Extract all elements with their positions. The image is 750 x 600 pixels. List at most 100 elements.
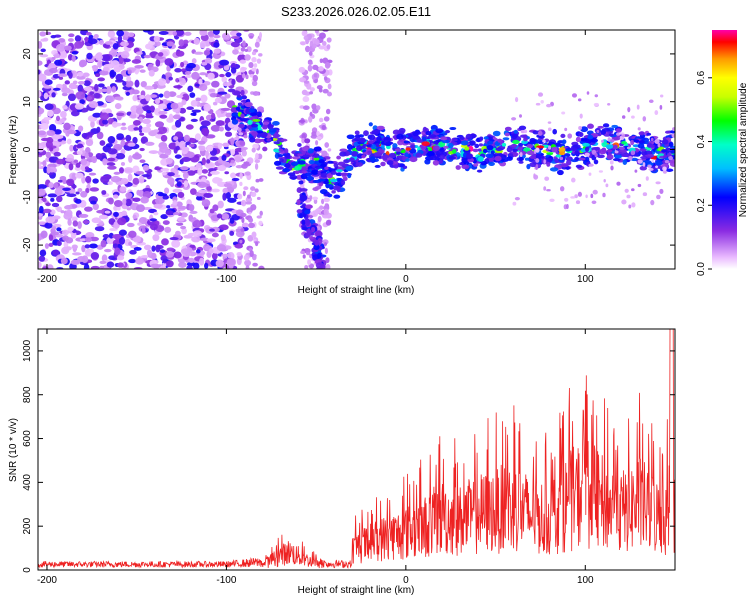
heatmap-cell bbox=[162, 195, 169, 200]
heatmap-cell bbox=[590, 138, 599, 143]
heatmap-cell bbox=[99, 265, 105, 269]
heatmap-cell bbox=[575, 137, 582, 142]
heatmap-cell bbox=[84, 244, 91, 249]
heatmap-cell bbox=[563, 153, 571, 157]
heatmap-cell bbox=[636, 104, 640, 110]
heatmap-cell bbox=[618, 149, 627, 153]
heatmap-cell bbox=[174, 154, 182, 159]
heatmap-cell bbox=[278, 148, 284, 152]
heatmap-cell bbox=[327, 148, 332, 152]
heatmap-cell bbox=[559, 186, 565, 192]
heatmap-cell bbox=[144, 141, 155, 146]
heatmap-cell bbox=[304, 91, 311, 96]
heatmap-cell bbox=[315, 230, 323, 238]
heatmap-cell bbox=[166, 41, 175, 47]
heatmap-cell bbox=[252, 118, 261, 122]
heatmap-cell bbox=[648, 99, 654, 104]
y-tick-label: 200 bbox=[22, 517, 33, 534]
heatmap-cell bbox=[529, 138, 537, 143]
heatmap-cell bbox=[305, 231, 311, 238]
heatmap-cell bbox=[236, 252, 242, 257]
heatmap-cell bbox=[605, 144, 614, 149]
heatmap-cell bbox=[221, 213, 230, 220]
heatmap-cell bbox=[165, 210, 174, 216]
heatmap-cell bbox=[127, 124, 136, 132]
heatmap-cell bbox=[153, 35, 160, 43]
heatmap-cell bbox=[178, 205, 188, 210]
heatmap-cell bbox=[140, 196, 149, 204]
heatmap-cell bbox=[511, 133, 518, 140]
heatmap-cell bbox=[650, 137, 654, 142]
heatmap-cell bbox=[132, 197, 141, 202]
heatmap-cell bbox=[42, 208, 52, 214]
heatmap-cell bbox=[239, 172, 243, 179]
heatmap-cell bbox=[323, 76, 328, 81]
heatmap-cell bbox=[422, 136, 427, 142]
heatmap-cell bbox=[74, 35, 82, 42]
heatmap-cell bbox=[262, 124, 268, 130]
heatmap-cell bbox=[89, 243, 98, 249]
heatmap-cell bbox=[45, 216, 56, 224]
heatmap-cell bbox=[146, 110, 152, 114]
heatmap-cell bbox=[187, 85, 194, 93]
heatmap-cell bbox=[266, 124, 275, 128]
heatmap-cell bbox=[142, 164, 150, 171]
heatmap-cell bbox=[65, 209, 73, 217]
heatmap-cell bbox=[58, 76, 64, 80]
heatmap-cell bbox=[120, 161, 126, 166]
heatmap-cell bbox=[94, 83, 99, 92]
heatmap-cell bbox=[309, 91, 314, 95]
heatmap-cell bbox=[240, 212, 247, 218]
heatmap-cell bbox=[655, 165, 659, 169]
heatmap-cell bbox=[240, 199, 247, 207]
heatmap-cell bbox=[321, 40, 327, 47]
heatmap-cell bbox=[325, 257, 330, 264]
y-tick-label: 800 bbox=[22, 386, 33, 403]
heatmap-cell bbox=[110, 60, 120, 69]
heatmap-cell bbox=[630, 139, 635, 146]
heatmap-cell bbox=[66, 178, 75, 187]
heatmap-cell bbox=[166, 247, 175, 252]
heatmap-cell bbox=[444, 129, 451, 134]
heatmap-cell bbox=[51, 92, 56, 98]
heatmap-cell bbox=[89, 91, 95, 95]
y-tick-label: 20 bbox=[22, 48, 33, 60]
heatmap-cell bbox=[251, 67, 257, 72]
heatmap-cell bbox=[543, 159, 546, 164]
heatmap-cell bbox=[86, 184, 91, 189]
heatmap-cell bbox=[319, 58, 324, 64]
heatmap-cell bbox=[135, 204, 146, 213]
heatmap-cell bbox=[117, 262, 124, 268]
heatmap-cell bbox=[254, 188, 259, 193]
heatmap-cell bbox=[335, 185, 341, 189]
heatmap-cell bbox=[485, 153, 494, 159]
heatmap-cell bbox=[322, 57, 329, 64]
heatmap-cell bbox=[38, 188, 46, 196]
heatmap-cell bbox=[304, 172, 313, 177]
y-tick-label: 0 bbox=[22, 146, 33, 152]
heatmap-cell bbox=[217, 142, 223, 150]
heatmap-cell bbox=[167, 172, 175, 177]
heatmap-cell bbox=[242, 73, 246, 79]
heatmap-cell bbox=[316, 131, 320, 136]
heatmap-cell bbox=[153, 203, 163, 209]
heatmap-cell bbox=[655, 159, 663, 166]
heatmap-cell bbox=[178, 39, 185, 47]
heatmap-cell bbox=[158, 31, 169, 35]
heatmap-cell bbox=[313, 244, 320, 251]
heatmap-cell bbox=[324, 62, 331, 69]
heatmap-cell bbox=[136, 189, 141, 196]
heatmap-cell bbox=[580, 148, 587, 153]
heatmap-cell bbox=[188, 204, 195, 212]
heatmap-cell bbox=[321, 198, 325, 205]
heatmap-cell bbox=[181, 156, 191, 163]
heatmap-cell bbox=[188, 257, 195, 264]
heatmap-cell bbox=[165, 251, 175, 258]
heatmap-cell bbox=[251, 123, 259, 128]
heatmap-cell bbox=[322, 239, 329, 245]
heatmap-cell bbox=[299, 212, 304, 219]
heatmap-cell bbox=[633, 139, 640, 143]
heatmap-cell bbox=[324, 166, 329, 170]
heatmap-cell bbox=[127, 69, 132, 75]
x-tick-label: 100 bbox=[577, 274, 594, 285]
